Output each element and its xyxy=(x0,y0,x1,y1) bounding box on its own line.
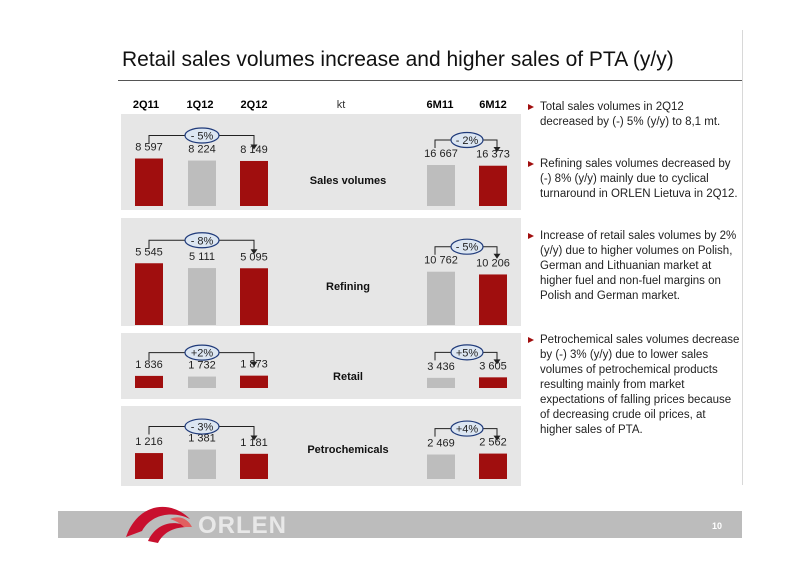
retail-label-2q11: 1 836 xyxy=(135,359,163,371)
refining-bar-2q12 xyxy=(240,268,268,325)
refining-label-2q12: 5 095 xyxy=(240,251,268,263)
sales-volumes-bar-6m11 xyxy=(427,165,455,206)
refining-halfyear-change-badge xyxy=(450,238,484,255)
petrochemicals-panel-label: Petrochemicals xyxy=(307,444,388,456)
sales-volumes-label-2q11: 8 597 xyxy=(135,142,163,154)
refining-bar-2q11 xyxy=(135,263,163,325)
sales-volumes-panel-label: Sales volumes xyxy=(310,175,386,187)
logo-text: ORLEN xyxy=(198,512,287,539)
sales-volumes-label-6m12: 16 373 xyxy=(476,149,510,161)
unit-label: kt xyxy=(336,99,346,111)
refining-quarter-change-text: - 8% xyxy=(191,235,214,247)
retail-label-6m11: 3 436 xyxy=(427,361,455,373)
petrochemicals-bar-6m11 xyxy=(427,454,455,479)
retail-label-6m12: 3 605 xyxy=(479,360,507,372)
bullet-retail: Increase of retail sales volumes by 2% (… xyxy=(528,229,740,304)
retail-quarter-arrow-head xyxy=(250,361,258,367)
refining-label-6m11: 10 762 xyxy=(424,255,458,267)
panel-band-2 xyxy=(121,333,521,399)
refining-halfyear-arrow-head xyxy=(493,253,501,259)
petrochemicals-label-1q12: 1 381 xyxy=(188,433,216,445)
retail-halfyear-change-text: +5% xyxy=(456,347,479,359)
retail-bar-1q12 xyxy=(188,376,216,388)
refining-label-2q11: 5 545 xyxy=(135,246,163,258)
sales-volumes-label-2q12: 8 149 xyxy=(240,144,268,156)
retail-quarter-change-badge xyxy=(184,344,220,361)
refining-quarter-arrow-head xyxy=(250,249,258,255)
petrochemicals-halfyear-arrow-head xyxy=(493,435,501,441)
refining-bar-6m12 xyxy=(479,274,507,325)
commentary-list: Total sales volumes in 2Q12 decreased by… xyxy=(528,100,740,438)
sales-volumes-bar-6m12 xyxy=(479,165,507,206)
petrochemicals-bar-6m12 xyxy=(479,453,507,479)
petrochemicals-halfyear-change-badge xyxy=(450,420,484,437)
sales-volumes-bar-1q12 xyxy=(188,160,216,206)
petrochemicals-bar-2q12 xyxy=(240,453,268,479)
title-rule xyxy=(118,80,742,81)
petrochemicals-label-6m12: 2 562 xyxy=(479,437,507,449)
bullet-refining: Refining sales volumes decreased by (-) … xyxy=(528,157,740,202)
retail-halfyear-arrow-head xyxy=(493,359,501,365)
petrochemicals-quarter-change-text: - 3% xyxy=(191,422,214,434)
page-title: Retail sales volumes increase and higher… xyxy=(122,48,674,71)
refining-quarter-change-badge xyxy=(184,232,220,249)
header-2q12: 2Q12 xyxy=(240,99,268,111)
retail-bar-6m11 xyxy=(427,377,455,388)
sales-volumes-bar-2q12 xyxy=(240,160,268,206)
petrochemicals-bar-1q12 xyxy=(188,449,216,479)
refining-panel-label: Refining xyxy=(326,281,370,293)
retail-bar-2q11 xyxy=(135,375,163,388)
sales-volumes-halfyear-arrow-head xyxy=(493,147,501,152)
page-number: 10 xyxy=(712,521,723,531)
panel-band-0 xyxy=(121,114,521,210)
sales-volumes-bar-2q11 xyxy=(135,158,163,206)
petrochemicals-quarter-change-badge xyxy=(184,418,220,435)
petrochemicals-label-2q11: 1 216 xyxy=(135,436,163,448)
sales-volumes-label-6m11: 16 667 xyxy=(424,148,458,160)
retail-label-1q12: 1 732 xyxy=(188,360,216,372)
header-1q12: 1Q12 xyxy=(186,99,214,111)
orlen-eagle-logo xyxy=(126,506,192,543)
retail-bar-2q12 xyxy=(240,375,268,388)
refining-label-1q12: 5 111 xyxy=(189,251,215,263)
petrochemicals-halfyear-change-text: +4% xyxy=(456,424,479,436)
right-divider xyxy=(742,30,743,485)
sales-volumes-quarter-change-badge xyxy=(184,127,220,144)
refining-label-6m12: 10 206 xyxy=(476,257,510,269)
refining-bar-1q12 xyxy=(188,268,216,325)
retail-quarter-change-text: +2% xyxy=(191,348,214,360)
retail-bar-6m12 xyxy=(479,377,507,388)
sales-volumes-label-1q12: 8 224 xyxy=(188,144,216,156)
sales-volumes-halfyear-change-text: - 2% xyxy=(456,135,479,147)
header-6m11: 6M11 xyxy=(426,99,454,111)
retail-panel-label: Retail xyxy=(333,371,363,383)
petrochemicals-label-6m11: 2 469 xyxy=(427,438,455,450)
header-2q11: 2Q11 xyxy=(132,99,160,111)
refining-bar-6m11 xyxy=(427,271,455,325)
sales-volumes-halfyear-change-badge xyxy=(450,131,484,149)
petrochemicals-bar-2q11 xyxy=(135,453,163,479)
bullet-total-sales: Total sales volumes in 2Q12 decreased by… xyxy=(528,100,740,130)
petrochemicals-label-2q12: 1 181 xyxy=(240,437,268,449)
sales-volumes-quarter-arrow-head xyxy=(250,144,258,150)
bullet-petrochemicals: Petrochemical sales volumes decrease by … xyxy=(528,333,740,438)
header-6m12: 6M12 xyxy=(479,99,507,111)
retail-halfyear-change-badge xyxy=(450,344,484,361)
refining-halfyear-change-text: - 5% xyxy=(456,242,479,254)
petrochemicals-quarter-arrow-head xyxy=(250,435,258,441)
panel-band-1 xyxy=(121,218,521,326)
sales-volumes-quarter-change-text: - 5% xyxy=(191,131,214,143)
